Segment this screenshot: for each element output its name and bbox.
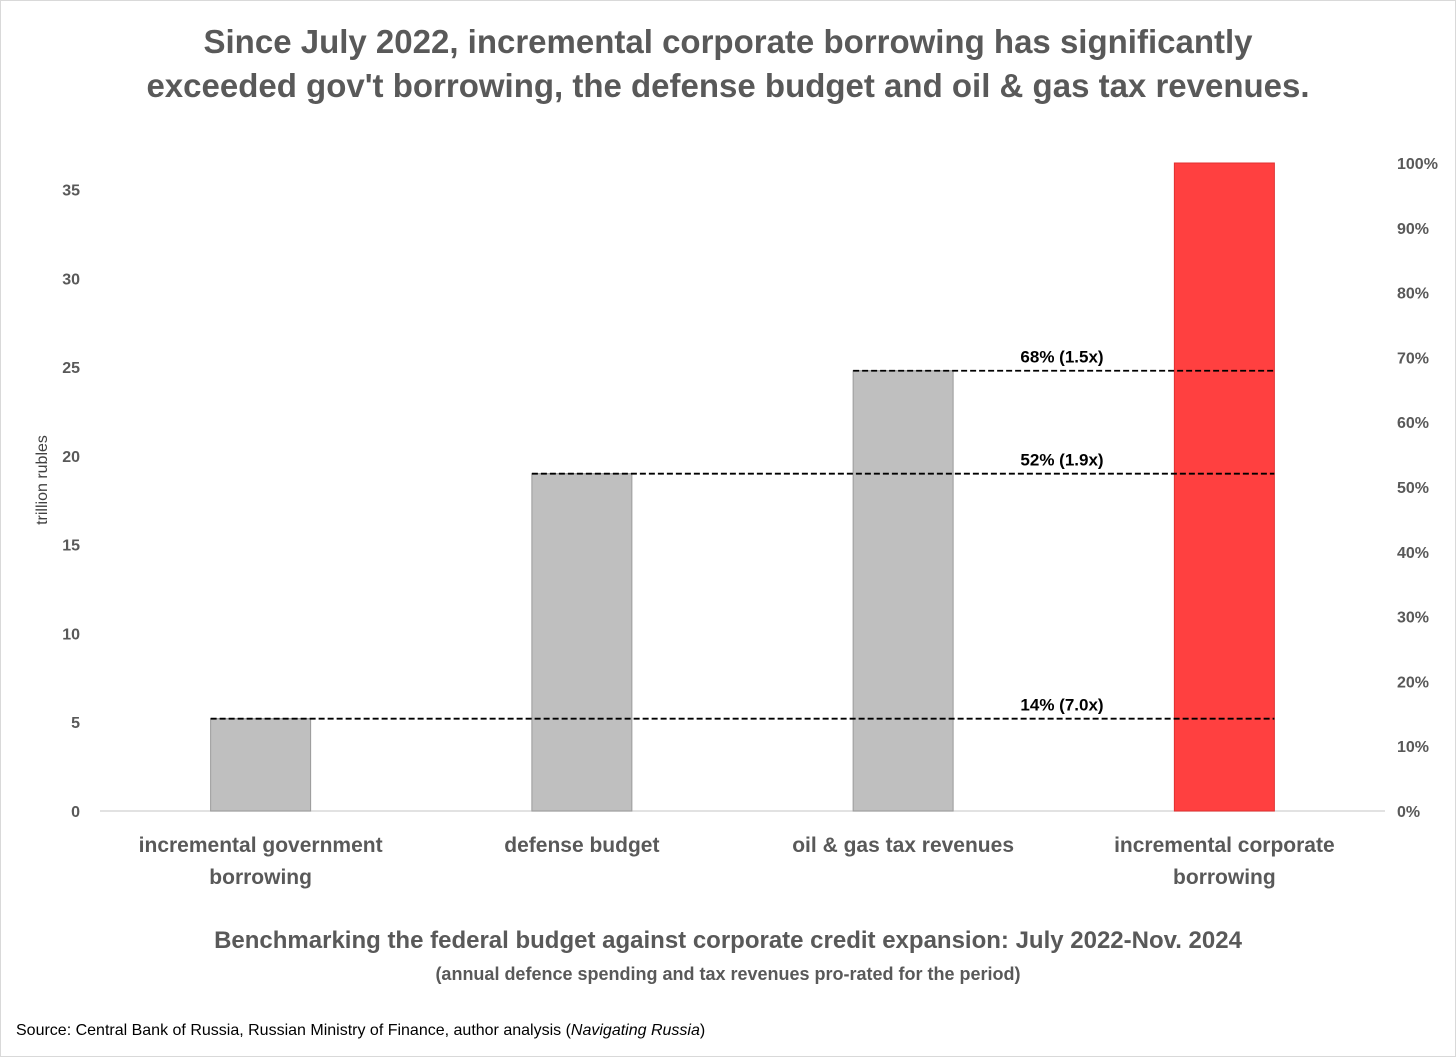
y2-tick-label: 30% xyxy=(1397,610,1429,627)
chart-title-line-2: exceeded gov't borrowing, the defense bu… xyxy=(146,67,1310,104)
bar xyxy=(1173,162,1275,812)
y-tick-label: 0 xyxy=(71,804,80,821)
chart-subtitle: Benchmarking the federal budget against … xyxy=(214,927,1242,954)
y-tick-label: 35 xyxy=(62,183,80,200)
category-label: incremental corporate xyxy=(1114,834,1335,857)
y-tick-label: 25 xyxy=(62,360,80,377)
reference-label: 52% (1.9x) xyxy=(1020,451,1103,470)
y2-tick-label: 80% xyxy=(1397,286,1429,303)
y2-tick-label: 60% xyxy=(1397,415,1429,432)
y-axis-label: trillion rubles xyxy=(34,435,51,525)
bar xyxy=(210,718,312,812)
y-tick-label: 10 xyxy=(62,626,80,643)
y2-tick-label: 40% xyxy=(1397,545,1429,562)
reference-label: 68% (1.5x) xyxy=(1020,348,1103,367)
bar xyxy=(852,370,954,812)
chart-title-line-1: Since July 2022, incremental corporate b… xyxy=(203,23,1253,60)
category-label: borrowing xyxy=(209,866,312,889)
category-label: incremental government xyxy=(139,834,383,857)
chart-note: (annual defence spending and tax revenue… xyxy=(435,964,1021,984)
y-tick-label: 20 xyxy=(62,449,80,466)
y-tick-label: 15 xyxy=(62,538,80,555)
y2-tick-label: 0% xyxy=(1397,804,1420,821)
y2-tick-label: 100% xyxy=(1397,156,1438,173)
y2-tick-label: 50% xyxy=(1397,480,1429,497)
source-suffix: ) xyxy=(699,1022,706,1039)
y-tick-label: 30 xyxy=(62,271,80,288)
category-label: oil & gas tax revenues xyxy=(792,834,1014,857)
reference-label: 14% (7.0x) xyxy=(1020,696,1103,715)
y-tick-label: 5 xyxy=(71,715,80,732)
y2-tick-label: 10% xyxy=(1397,739,1429,756)
source-italic: Navigating Russia xyxy=(570,1022,700,1039)
y2-tick-label: 90% xyxy=(1397,221,1429,238)
y2-tick-label: 20% xyxy=(1397,674,1429,691)
source-prefix: Source: Central Bank of Russia, Russian … xyxy=(16,1022,571,1039)
y2-tick-label: 70% xyxy=(1397,350,1429,367)
chart-title: Since July 2022, incremental corporate b… xyxy=(0,20,1456,108)
category-label: borrowing xyxy=(1173,866,1276,889)
bar xyxy=(531,473,633,812)
source-note: Source: Central Bank of Russia, Russian … xyxy=(16,1022,705,1040)
category-label: defense budget xyxy=(504,834,659,857)
